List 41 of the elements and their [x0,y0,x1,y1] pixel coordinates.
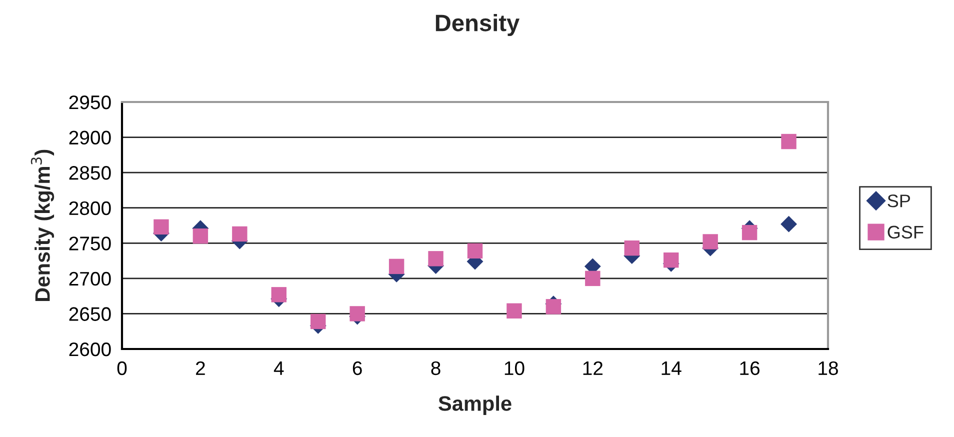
y-tick-label: 2700 [69,272,111,286]
point [624,240,640,256]
point [585,270,600,286]
y-tick-label: 2850 [69,166,111,180]
point [350,306,365,322]
point [271,287,286,302]
x-tick-label: 0 [117,361,127,376]
point [664,252,679,268]
point [742,224,758,240]
y-axis-title: Density (kg/m$^{3}$) [30,150,54,301]
y-tick-label: 2750 [69,236,111,250]
x-tick-label: 16 [740,361,760,376]
point [428,251,444,266]
point [388,258,404,274]
y-tick-label: 2650 [69,307,111,321]
chart-title: Density [436,14,520,36]
point [192,228,208,244]
point [154,219,169,235]
x-axis-title: Sample [438,396,512,416]
y-tick-label: 2950 [69,95,111,110]
point [506,303,522,318]
point [467,243,483,259]
legend-label: GSF [888,226,924,239]
y-tick-label: 2900 [69,130,111,145]
x-tick-label: 12 [583,361,603,375]
legend-label: SP [888,194,910,208]
x-tick-label: 14 [662,362,682,375]
x-tick-label: 2 [196,361,205,375]
point [310,314,326,330]
point [780,216,797,232]
x-tick-label: 8 [431,361,440,376]
point [702,234,718,250]
x-tick-label: 4 [274,362,284,375]
x-tick-label: 6 [352,361,362,376]
point [781,134,796,150]
x-tick-label: 18 [818,361,838,376]
point [546,299,562,314]
y-tick-label: 2600 [69,342,111,356]
point [232,226,248,242]
x-tick-label: 10 [504,361,524,376]
y-tick-label: 2800 [69,201,111,216]
